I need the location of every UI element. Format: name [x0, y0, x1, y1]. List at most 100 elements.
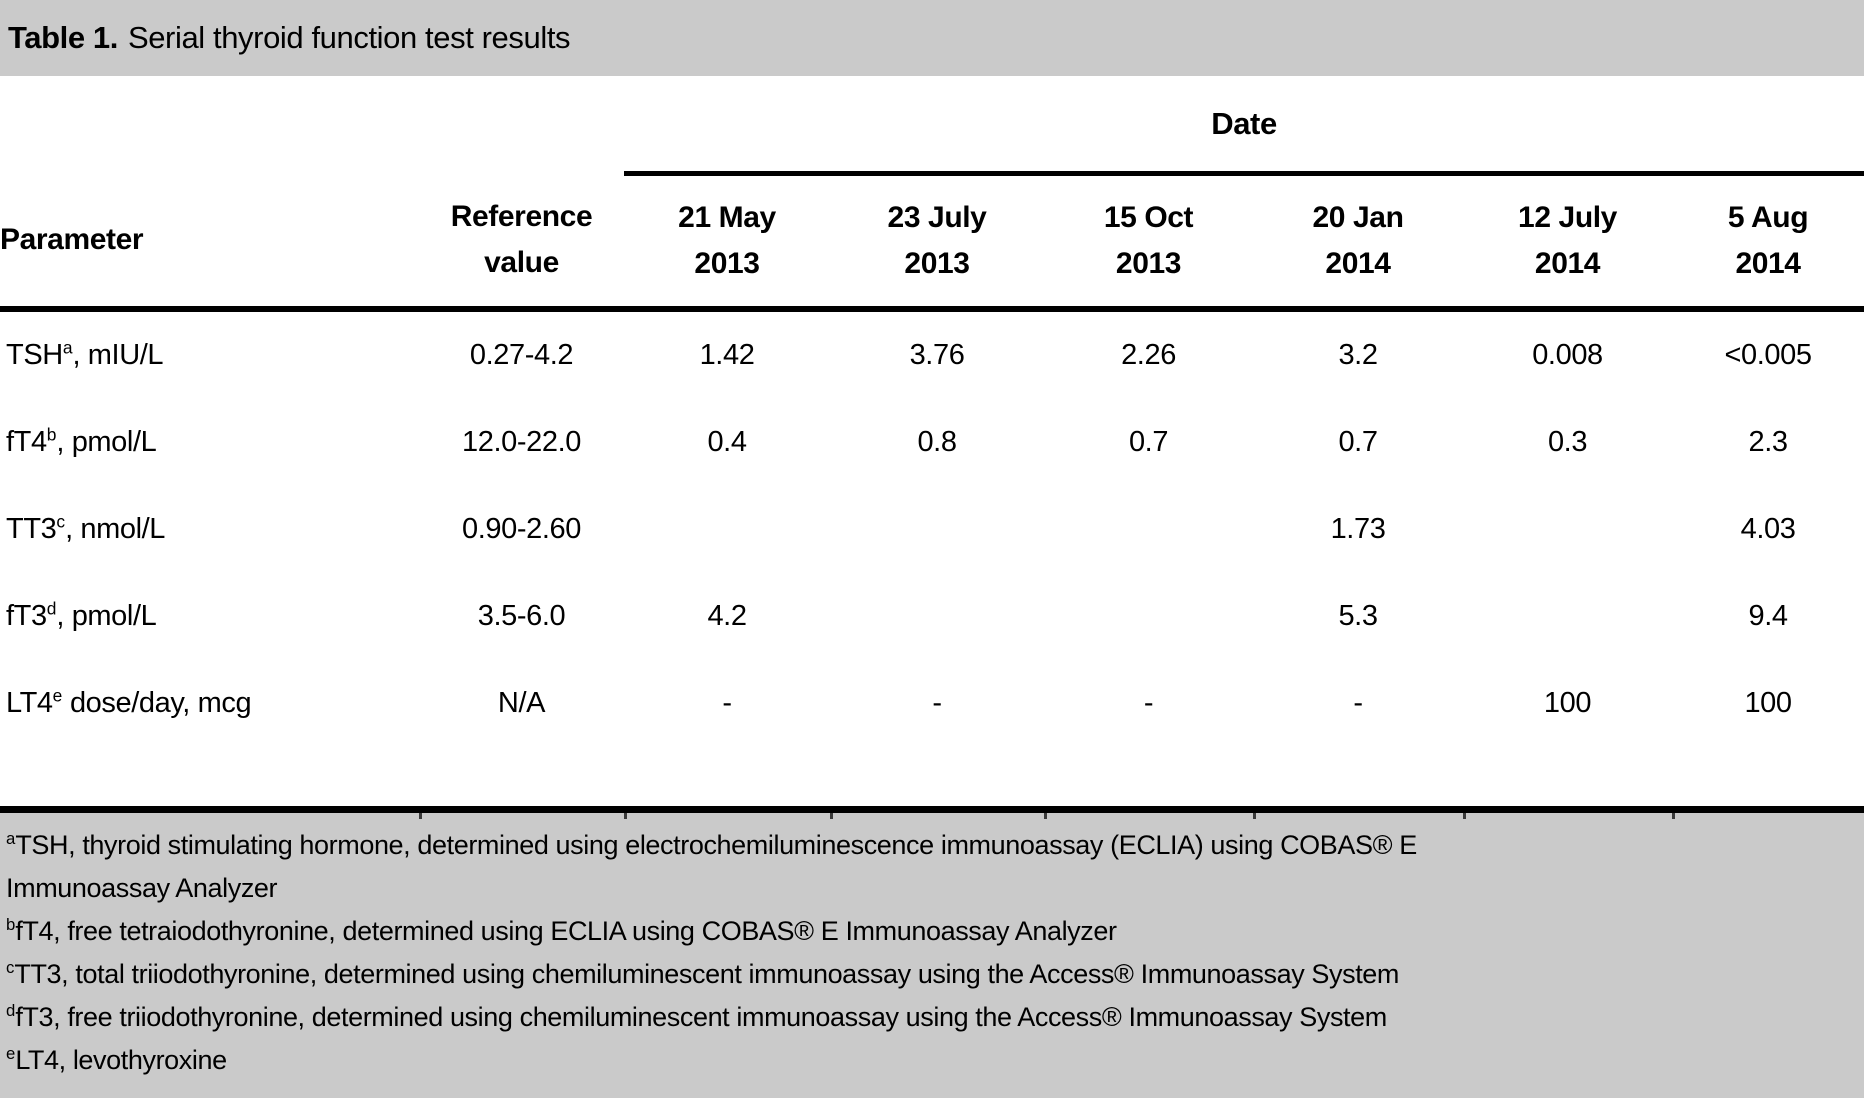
value-cell	[1463, 573, 1672, 660]
column-tick-mark	[1463, 813, 1466, 819]
reference-cell: 0.90-2.60	[462, 513, 581, 545]
param-name: fT4	[6, 426, 47, 458]
col-header-date-2: 15 Oct 2013	[1044, 173, 1253, 312]
value-cell: 2.3	[1748, 426, 1788, 458]
param-unit: , nmol/L	[65, 513, 166, 545]
col-header-date-0: 21 May 2013	[624, 173, 830, 312]
header-line: 15 Oct	[1103, 201, 1194, 234]
header-line: 5 Aug	[1727, 201, 1809, 234]
value-cell: 0.3	[1547, 426, 1588, 458]
footnote-text: fT3, free triiodothyronine, determined u…	[15, 1002, 1387, 1032]
col-header-date-5: 5 Aug 2014	[1672, 173, 1864, 312]
value-cell: <0.005	[1724, 339, 1812, 371]
value-cell	[1044, 573, 1253, 660]
value-cell	[830, 573, 1044, 660]
value-cell: 3.76	[909, 339, 965, 371]
value-cell: -	[722, 687, 732, 719]
value-cell	[830, 486, 1044, 573]
column-tick-mark	[1044, 813, 1047, 819]
footnote-c: cTT3, total triiodothyronine, determined…	[6, 953, 1526, 996]
value-cell: 9.4	[1748, 600, 1788, 632]
param-label: TT3c, nmol/L	[0, 486, 419, 573]
reference-cell: 12.0-22.0	[462, 426, 581, 458]
column-tick-mark	[624, 813, 627, 819]
value-cell: 100	[1744, 687, 1792, 719]
footnotes-section: aTSH, thyroid stimulating hormone, deter…	[0, 806, 1864, 1098]
column-header-row: Parameter Reference value 21 May 2013 23…	[0, 173, 1864, 312]
value-cell: 0.7	[1338, 426, 1378, 458]
date-group-spacer	[0, 76, 624, 174]
footnotes-list: aTSH, thyroid stimulating hormone, deter…	[6, 824, 1526, 1082]
param-unit: , mIU/L	[72, 339, 164, 371]
footnote-marker: b	[6, 915, 16, 934]
value-cell	[1044, 486, 1253, 573]
header-line: Reference	[450, 199, 593, 233]
value-cell: 1.73	[1330, 513, 1386, 545]
param-unit: , pmol/L	[56, 600, 157, 632]
col-header-reference: Reference value	[419, 173, 624, 312]
column-tick-mark	[419, 813, 422, 819]
table-title-bar: Table 1. Serial thyroid function test re…	[0, 0, 1864, 76]
param-sup: c	[56, 511, 66, 532]
footnote-b: bfT4, free tetraiodothyronine, determine…	[6, 910, 1526, 953]
row-ft4: fT4b, pmol/L 12.0-22.0 0.4 0.8 0.7 0.7 0…	[0, 399, 1864, 486]
header-line: 2013	[694, 247, 760, 280]
row-tsh: TSHa, mIU/L 0.27-4.2 1.42 3.76 2.26 3.2 …	[0, 309, 1864, 399]
date-group-row: Date	[0, 76, 1864, 176]
footnote-a: aTSH, thyroid stimulating hormone, deter…	[6, 824, 1526, 910]
col-header-parameter: Parameter	[0, 173, 419, 312]
value-cell: 0.4	[707, 426, 747, 458]
footnote-d: dfT3, free triiodothyronine, determined …	[6, 996, 1526, 1039]
footnote-text: LT4, levothyroxine	[15, 1045, 227, 1075]
reference-cell: N/A	[497, 687, 546, 719]
col-header-date-3: 20 Jan 2014	[1253, 173, 1463, 312]
table-number: Table 1.	[8, 20, 118, 55]
thyroid-results-table: Date Parameter Reference value 21 May 20…	[0, 76, 1864, 747]
header-line: 23 July	[887, 201, 987, 234]
header-line: 12 July	[1518, 201, 1617, 234]
col-header-date-1: 23 July 2013	[830, 173, 1044, 312]
footnote-marker: d	[6, 1001, 16, 1020]
reference-cell: 3.5-6.0	[477, 600, 566, 632]
column-tick-mark	[1253, 813, 1256, 819]
value-cell: 4.03	[1740, 513, 1796, 545]
col-header-date-4: 12 July 2014	[1463, 173, 1672, 312]
value-cell: -	[1353, 687, 1363, 719]
param-sup: b	[46, 424, 57, 445]
row-ft3: fT3d, pmol/L 3.5-6.0 4.2 5.3 9.4	[0, 573, 1864, 660]
value-cell: 0.7	[1128, 426, 1169, 458]
header-line: 2014	[1325, 247, 1391, 280]
param-unit: dose/day, mcg	[62, 687, 252, 719]
header-line: 21 May	[678, 201, 776, 234]
param-sup: d	[46, 598, 57, 619]
table-caption: Serial thyroid function test results	[127, 20, 571, 55]
header-line: value	[484, 245, 559, 279]
value-cell: 4.2	[707, 600, 747, 632]
value-cell: 2.26	[1121, 339, 1176, 371]
footnote-text: TT3, total triiodothyronine, determined …	[14, 959, 1400, 989]
header-line: 2014	[1735, 247, 1801, 280]
row-lt4-dose: LT4e dose/day, mcg N/A - - - - 100 100	[0, 660, 1864, 747]
column-tick-mark	[1672, 813, 1675, 819]
column-tick-mark	[830, 813, 833, 819]
row-tt3: TT3c, nmol/L 0.90-2.60 1.73 4.03	[0, 486, 1864, 573]
header-line: 2014	[1534, 247, 1601, 280]
header-line: 2013	[1115, 247, 1182, 280]
param-label: fT4b, pmol/L	[0, 399, 419, 486]
param-name: LT4	[6, 687, 53, 719]
param-name: TSH	[6, 339, 63, 371]
param-unit: , pmol/L	[56, 426, 157, 458]
value-cell: 3.2	[1338, 339, 1378, 371]
param-label: fT3d, pmol/L	[0, 573, 419, 660]
footnote-marker: e	[6, 1044, 16, 1063]
value-cell: 1.42	[699, 339, 755, 371]
header-line: 2013	[904, 247, 970, 280]
param-sup: e	[52, 685, 63, 706]
value-cell: 100	[1543, 687, 1592, 719]
value-cell	[1463, 486, 1672, 573]
footnote-text: TSH, thyroid stimulating hormone, determ…	[6, 830, 1417, 903]
param-label: TSHa, mIU/L	[0, 309, 419, 399]
param-label: LT4e dose/day, mcg	[0, 660, 419, 747]
value-cell: 0.8	[917, 426, 957, 458]
param-sup: a	[62, 337, 73, 358]
